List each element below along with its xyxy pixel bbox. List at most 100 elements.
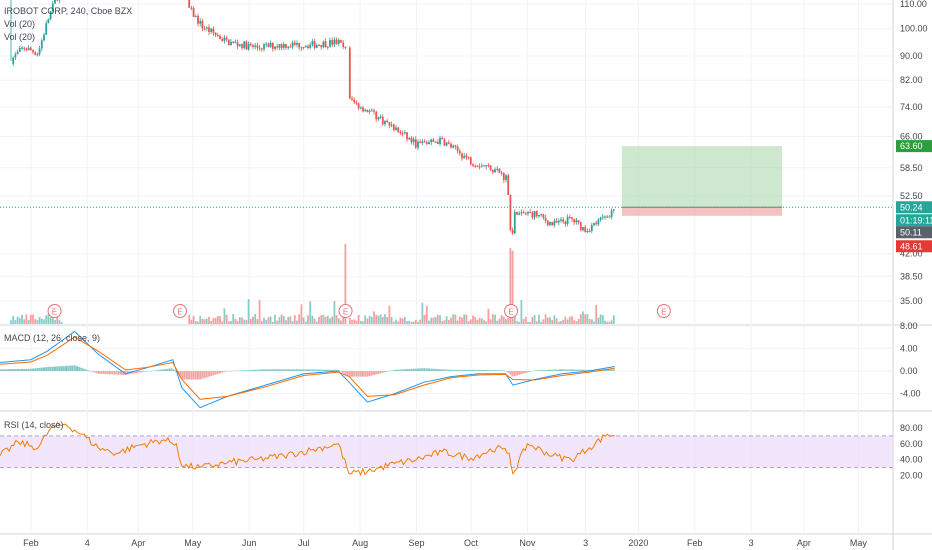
volume-bar: [351, 319, 353, 324]
volume-bar: [388, 305, 391, 324]
candle: [401, 133, 404, 135]
candle: [353, 99, 356, 103]
price-label-badge: [896, 226, 932, 239]
volume-bar: [267, 317, 270, 324]
price-tick-label: 42.00: [900, 249, 923, 259]
candle: [324, 41, 327, 48]
candle: [487, 165, 490, 167]
candle: [441, 137, 444, 140]
volume-bar: [511, 250, 514, 324]
macd-histogram-bar: [432, 368, 435, 371]
macd-histogram-bar: [219, 371, 221, 374]
candle: [54, 0, 56, 4]
volume-bar: [56, 316, 59, 324]
volume-bar: [348, 318, 351, 324]
candle: [436, 141, 439, 144]
target-price-badge: [896, 140, 932, 153]
volume-bar: [474, 316, 477, 324]
macd-histogram-bar: [60, 366, 63, 371]
macd-histogram-bar: [113, 371, 116, 375]
macd-histogram-bar: [304, 369, 307, 371]
earnings-marker-label: E: [343, 308, 348, 317]
volume-bar: [364, 315, 367, 324]
volume-bar: [194, 321, 197, 324]
volume-bar: [498, 318, 501, 324]
volume-bar: [538, 314, 540, 324]
macd-histogram-bar: [452, 369, 455, 371]
candle: [496, 168, 499, 170]
candle: [225, 37, 228, 40]
macd-histogram-bar: [469, 369, 472, 371]
candle: [384, 120, 386, 125]
macd-histogram-bar: [73, 365, 76, 371]
candle: [535, 211, 538, 217]
macd-histogram-bar: [258, 369, 261, 371]
volume-bar: [390, 317, 393, 324]
volume-bar: [458, 316, 461, 324]
candle: [494, 169, 496, 173]
candle: [285, 44, 287, 48]
volume-bar: [568, 316, 571, 324]
macd-histogram-bar: [340, 371, 342, 372]
macd-histogram-bar: [483, 369, 485, 371]
candle: [562, 219, 565, 222]
macd-histogram-bar: [29, 368, 32, 371]
candle: [509, 194, 512, 230]
rsi-pane[interactable]: [0, 422, 893, 477]
candle: [425, 142, 428, 145]
macd-line: [0, 330, 615, 409]
candle: [606, 216, 609, 218]
candle: [450, 143, 452, 148]
macd-histogram-bar: [557, 369, 560, 371]
candle: [463, 155, 466, 159]
volume-bar: [520, 300, 523, 324]
macd-histogram-bar: [430, 368, 433, 371]
x-tick-label: Oct: [464, 538, 479, 548]
macd-histogram-bar: [62, 366, 65, 371]
macd-histogram-bar: [65, 365, 67, 371]
candle: [201, 20, 204, 29]
volume-bar: [370, 317, 373, 324]
volume-bar: [256, 319, 259, 324]
volume-bar: [223, 308, 226, 324]
candle: [604, 216, 606, 218]
macd-histogram-bar: [542, 370, 545, 371]
macd-histogram-bar: [102, 371, 105, 375]
macd-histogram-bar: [348, 371, 351, 377]
volume-bar: [452, 314, 455, 324]
candle: [192, 8, 195, 17]
volume-bar: [252, 316, 254, 324]
macd-histogram-bar: [12, 369, 15, 371]
macd-histogram-bar: [331, 369, 334, 371]
last-price-badge-label: 50.24: [900, 202, 923, 212]
volume-bar: [397, 321, 400, 324]
macd-histogram-bar: [245, 370, 248, 371]
macd-histogram-bar: [337, 370, 340, 371]
macd-histogram-bar: [573, 369, 576, 371]
candle: [386, 120, 389, 123]
macd-histogram-bar: [91, 371, 94, 372]
volume-bar: [408, 320, 411, 324]
volume-bar: [494, 314, 496, 324]
volume-bar: [359, 320, 362, 324]
macd-histogram-bar: [564, 369, 567, 371]
rsi-band: [0, 435, 893, 468]
macd-histogram-bar: [197, 371, 199, 380]
candle: [304, 46, 307, 48]
macd-histogram-bar: [425, 368, 428, 371]
macd-histogram-bar: [375, 371, 378, 375]
candle: [430, 139, 433, 143]
volume-bar: [507, 317, 510, 324]
macd-histogram-bar: [555, 369, 558, 371]
macd-histogram-bar: [395, 369, 397, 371]
candle: [406, 132, 408, 140]
candle: [296, 43, 298, 45]
candle: [43, 34, 45, 41]
volume-legend-2: Vol (20): [4, 32, 35, 42]
macd-histogram-bar: [511, 371, 514, 377]
macd-pane[interactable]: [0, 330, 615, 409]
candle: [21, 47, 23, 49]
macd-histogram-bar: [436, 369, 439, 371]
